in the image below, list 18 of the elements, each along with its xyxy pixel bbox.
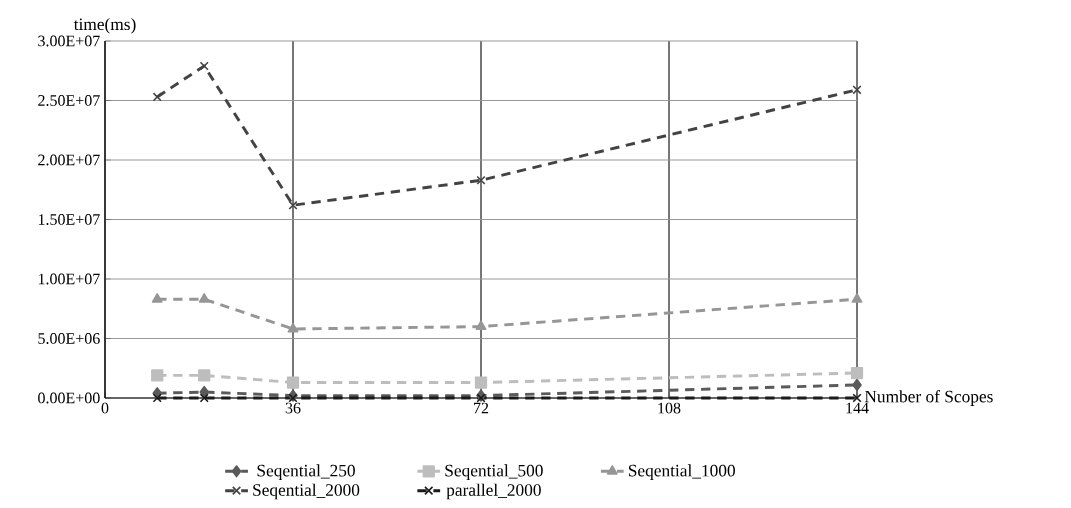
legend-label: Seqential_500	[445, 464, 543, 480]
y-tick-label: 5.00E+06	[38, 333, 100, 344]
y-tick-label: 1.00E+07	[38, 273, 100, 285]
y-tick-label: 2.50E+07	[38, 95, 100, 106]
legend-label: Seqential_1000	[628, 464, 735, 480]
legend-label: Seqential_250	[257, 464, 355, 480]
y-axis-title: time(ms)	[73, 17, 136, 34]
x-tick-label: 108	[658, 402, 681, 414]
legend-label: parallel_2000	[446, 483, 541, 500]
x-tick-label: 72	[474, 402, 489, 414]
y-tick-label: 0.00E+00	[38, 392, 100, 404]
legend-label: Seqential_2000	[253, 483, 360, 500]
y-tick-label: 3.00E+07	[38, 35, 100, 47]
x-tick-label: 36	[285, 402, 301, 414]
y-tick-label: 1.50E+07	[38, 214, 100, 225]
x-tick-label: 0	[101, 402, 109, 414]
y-tick-label: 2.00E+07	[38, 154, 100, 166]
x-tick-label: 144	[846, 402, 869, 414]
